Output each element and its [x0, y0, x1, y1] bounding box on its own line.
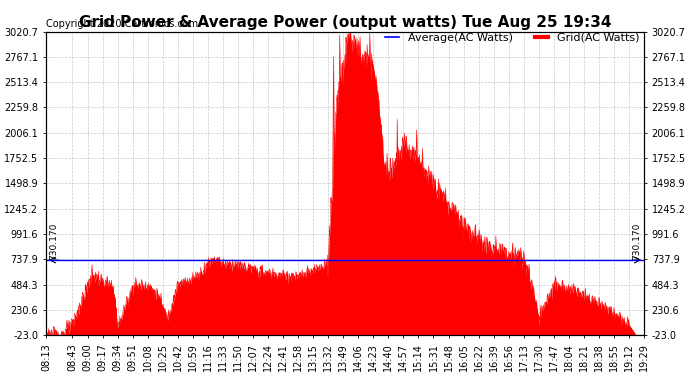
Legend: Average(AC Watts), Grid(AC Watts): Average(AC Watts), Grid(AC Watts)	[381, 28, 644, 47]
Title: Grid Power & Average Power (output watts) Tue Aug 25 19:34: Grid Power & Average Power (output watts…	[79, 15, 611, 30]
Text: Copyright 2020 Cartronics.com: Copyright 2020 Cartronics.com	[46, 18, 198, 28]
Text: 730.170: 730.170	[632, 223, 641, 260]
Text: 730.170: 730.170	[49, 223, 58, 260]
